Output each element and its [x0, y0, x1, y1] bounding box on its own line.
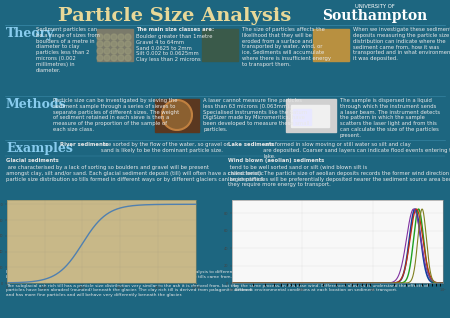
Text: are formed in slow moving or still water so silt and clay
are deposited. Coarser: are formed in slow moving or still water… — [263, 142, 450, 159]
Circle shape — [162, 100, 192, 130]
Circle shape — [111, 55, 117, 61]
Text: The size of particles affects the
likelihood that they will be
eroded from a sur: The size of particles affects the likeli… — [242, 27, 331, 67]
Bar — [286, 99, 336, 132]
Bar — [313, 29, 349, 61]
Text: Theory: Theory — [6, 27, 54, 40]
Bar — [202, 29, 238, 61]
Text: The main size classes are:: The main size classes are: — [136, 27, 214, 32]
Circle shape — [125, 48, 131, 54]
Circle shape — [125, 34, 131, 40]
Text: In this study of a glacial sediments in Iceland, Professor Jose Mart used partic: In this study of a glacial sediments in … — [6, 270, 252, 297]
Text: Southampton: Southampton — [322, 9, 428, 23]
Text: Boulder greater than 1metre
Gravel 4 to 64mm
Sand 0.0625 to 2mm
Silt 0.002 to 0.: Boulder greater than 1metre Gravel 4 to … — [136, 34, 212, 62]
Circle shape — [97, 34, 103, 40]
Circle shape — [104, 55, 110, 61]
Text: Wind blown (aeolian) sediments: Wind blown (aeolian) sediments — [228, 158, 324, 163]
Text: UNIVERSITY OF: UNIVERSITY OF — [355, 4, 395, 9]
Circle shape — [118, 41, 124, 47]
Circle shape — [118, 48, 124, 54]
Circle shape — [111, 41, 117, 47]
Text: tend to be well sorted sand or silt (wind blown silt is
called loess). The parti: tend to be well sorted sand or silt (win… — [228, 165, 450, 187]
Text: When we investigate these sediment
deposits measuring the particle size
distribu: When we investigate these sediment depos… — [353, 27, 450, 61]
Circle shape — [125, 41, 131, 47]
Text: Above are particle size distributions of wind blown sediment deposits from sites: Above are particle size distributions of… — [234, 270, 438, 292]
Text: Lake sediments: Lake sediments — [228, 142, 274, 147]
Circle shape — [104, 41, 110, 47]
Circle shape — [104, 34, 110, 40]
Text: Particle Size Analysis: Particle Size Analysis — [58, 7, 292, 25]
Circle shape — [97, 48, 103, 54]
Circle shape — [118, 55, 124, 61]
Bar — [291, 105, 329, 127]
Bar — [155, 99, 199, 132]
Circle shape — [111, 48, 117, 54]
Text: Glacial sediments: Glacial sediments — [6, 158, 59, 163]
Circle shape — [125, 55, 131, 61]
Circle shape — [111, 34, 117, 40]
Text: The sample is dispersed in a liquid
through which the instrument sends
a laser b: The sample is dispersed in a liquid thro… — [340, 98, 440, 138]
Bar — [97, 29, 133, 61]
Text: Sediment particles can
be a range of sizes from
boulders of a metre in
diameter : Sediment particles can be a range of siz… — [36, 27, 100, 73]
Text: Methods: Methods — [6, 98, 67, 111]
Bar — [293, 109, 311, 125]
Circle shape — [118, 34, 124, 40]
Text: are sorted by the flow of the water, so gravel or
sand is likely to be the domin: are sorted by the flow of the water, so … — [101, 142, 229, 153]
Text: River sediments: River sediments — [60, 142, 108, 147]
Text: A laser cannot measure fine particles
less than 63 microns (0.063mm).
Specialise: A laser cannot measure fine particles le… — [203, 98, 310, 132]
Circle shape — [97, 41, 103, 47]
Text: Examples: Examples — [6, 142, 73, 155]
Text: are characterised by a lack of sorting so boulders and gravel will be present
am: are characterised by a lack of sorting s… — [6, 165, 265, 182]
Text: Particle size can be investigated by sieving the
sediment sample through a serie: Particle size can be investigated by sie… — [53, 98, 179, 132]
Circle shape — [97, 55, 103, 61]
Circle shape — [104, 48, 110, 54]
